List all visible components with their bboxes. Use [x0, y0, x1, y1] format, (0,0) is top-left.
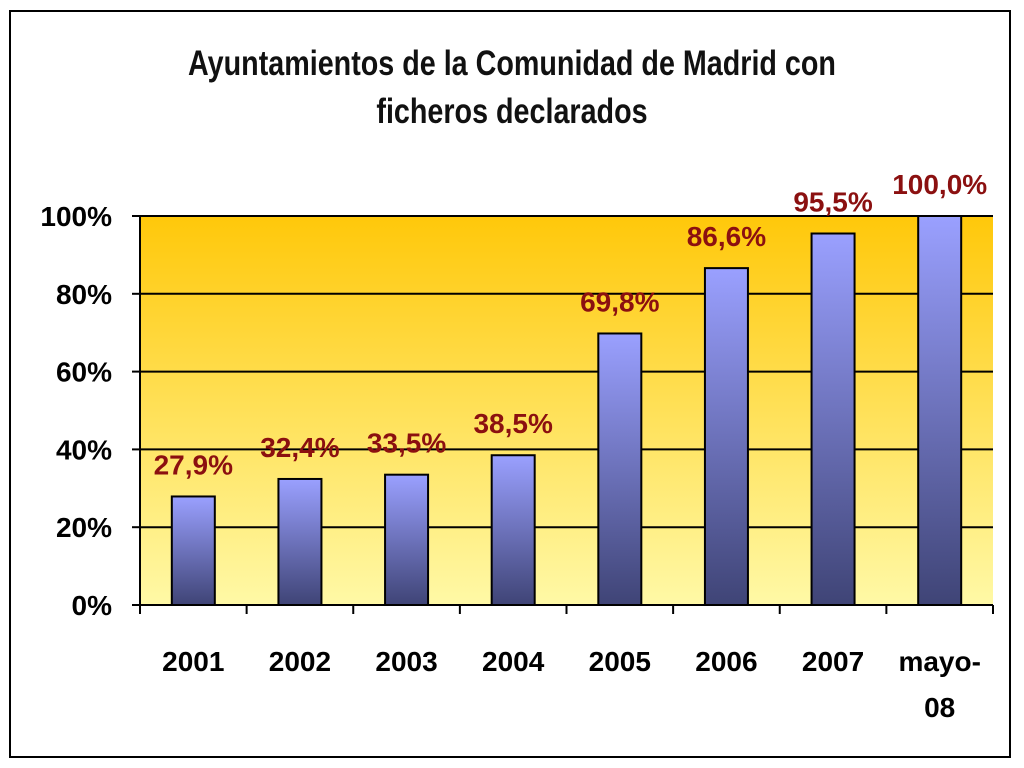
bar-2007: [810, 232, 856, 606]
chart-title: Ayuntamientos de la Comunidad de Madrid …: [51, 40, 973, 136]
bar-2001: [170, 495, 216, 606]
data-label-2004: 38,5%: [473, 408, 552, 439]
data-label-2007: 95,5%: [793, 187, 872, 218]
x-tick-label-2004: 2004: [482, 646, 545, 677]
data-label-2003: 33,5%: [367, 428, 446, 459]
x-tick-label-2005: 2005: [589, 646, 651, 677]
plot-area: [140, 216, 993, 605]
x-tick-label-2003: 2003: [375, 646, 437, 677]
bar-2004: [490, 454, 536, 606]
data-label-mayo-08: 100,0%: [892, 169, 987, 200]
y-tick-label-0: 0%: [72, 590, 113, 621]
chart-title-line-2: ficheros declarados: [376, 92, 648, 131]
data-label-2001: 27,9%: [154, 449, 233, 480]
y-tick-label-80: 80%: [56, 279, 112, 310]
bar-2002: [277, 477, 323, 606]
x-tick-label-mayo-08-line-1: mayo-: [898, 646, 980, 677]
data-label-2005: 69,8%: [580, 286, 659, 317]
y-tick-label-20: 20%: [56, 512, 112, 543]
bar-2006: [703, 267, 749, 606]
chart-title-line-1: Ayuntamientos de la Comunidad de Madrid …: [188, 44, 836, 83]
y-tick-label-40: 40%: [56, 434, 112, 465]
data-label-2006: 86,6%: [687, 221, 766, 252]
y-tick-label-100: 100%: [40, 201, 112, 232]
x-tick-label-2006: 2006: [695, 646, 757, 677]
bar-2005: [597, 332, 643, 606]
data-label-2002: 32,4%: [260, 432, 339, 463]
bar-mayo-08: [917, 215, 963, 606]
x-tick-label-2001: 2001: [162, 646, 224, 677]
bar-2003: [384, 473, 430, 606]
y-tick-label-60: 60%: [56, 357, 112, 388]
x-tick-label-2002: 2002: [269, 646, 331, 677]
x-tick-label-2007: 2007: [802, 646, 864, 677]
x-tick-label-mayo-08-line-2: 08: [924, 692, 955, 723]
